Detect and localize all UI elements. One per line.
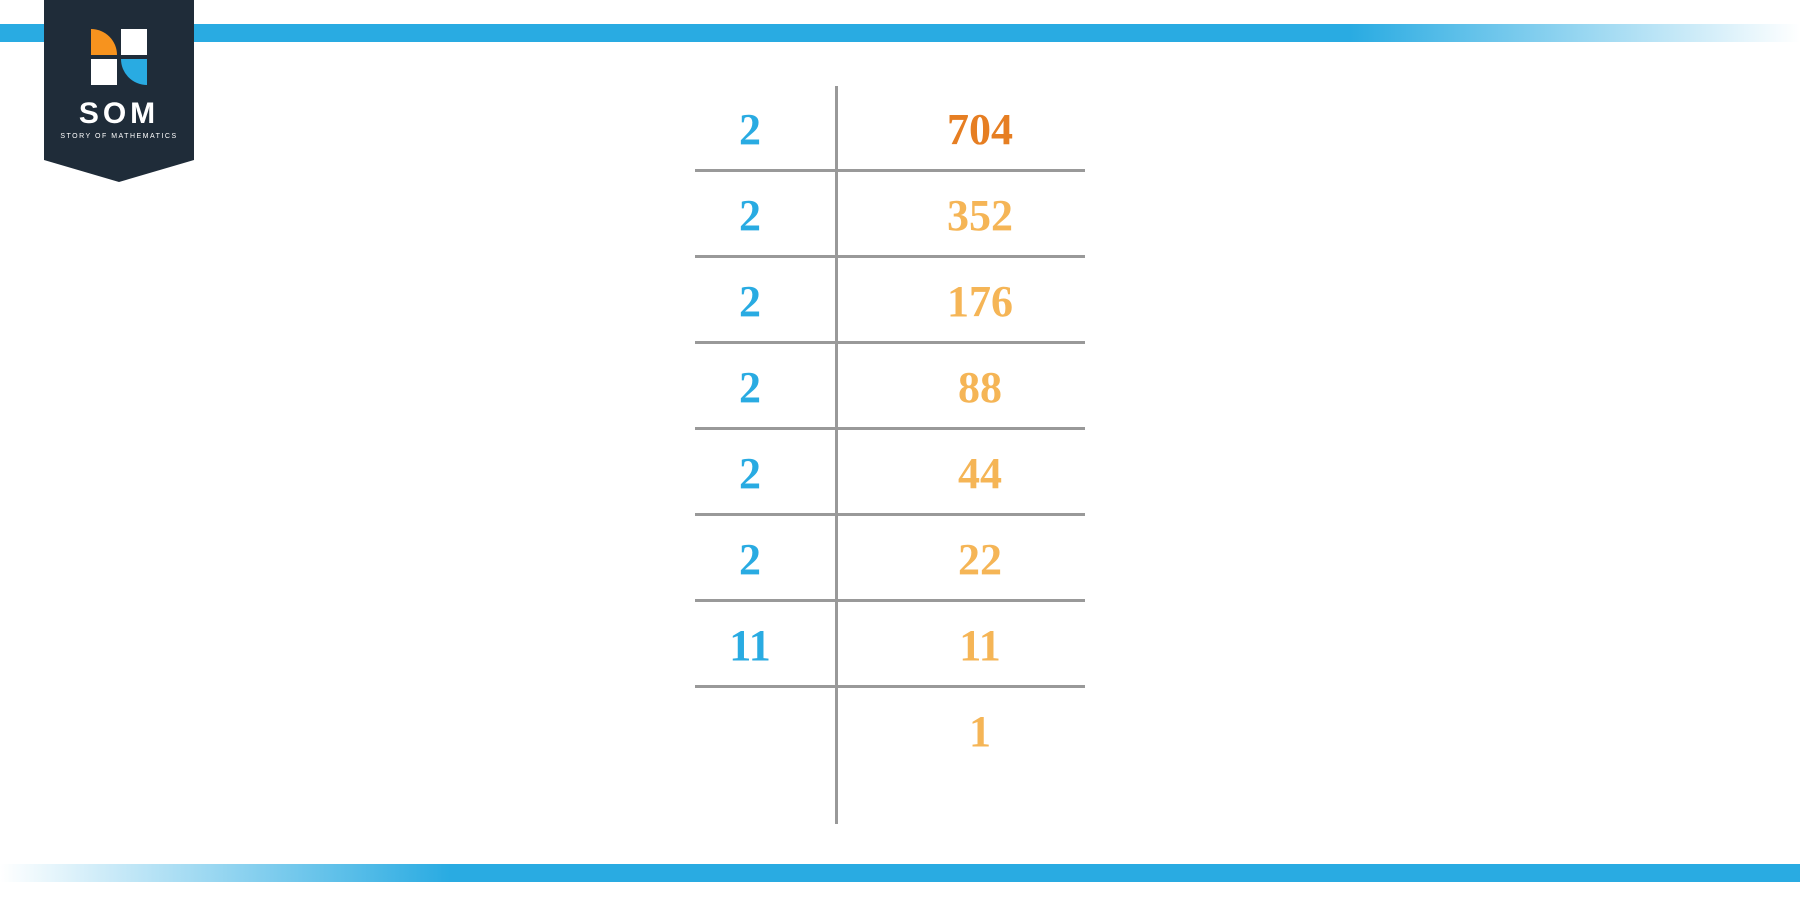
logo-badge: SOM STORY OF MATHEMATICS [44, 0, 194, 160]
logo-subtitle: STORY OF MATHEMATICS [60, 133, 177, 140]
logo-quadrant-4 [121, 59, 147, 85]
vertical-divider-extension [835, 774, 838, 824]
quotient-cell: 352 [835, 190, 1115, 241]
vertical-divider [835, 86, 838, 172]
vertical-divider [835, 602, 838, 688]
quotient-cell: 88 [835, 362, 1115, 413]
factor-row: 288 [685, 344, 1115, 430]
factor-row: 1111 [685, 602, 1115, 688]
logo-quadrant-2 [121, 29, 147, 55]
prime-factorization-table: 27042352217628824422211111 [685, 86, 1115, 824]
bottom-accent-bar [0, 864, 1800, 882]
factor-row: 2352 [685, 172, 1115, 258]
vertical-divider [835, 344, 838, 430]
divisor-cell: 2 [685, 104, 835, 155]
factor-row: 222 [685, 516, 1115, 602]
factor-row: 1 [685, 688, 1115, 774]
factor-row: 2704 [685, 86, 1115, 172]
vertical-divider [835, 430, 838, 516]
logo-icon [91, 29, 147, 85]
divisor-cell: 11 [685, 620, 835, 671]
factor-row: 244 [685, 430, 1115, 516]
factor-row: 2176 [685, 258, 1115, 344]
divisor-cell: 2 [685, 534, 835, 585]
divisor-cell: 2 [685, 448, 835, 499]
logo-quadrant-1 [91, 29, 117, 55]
vertical-divider [835, 258, 838, 344]
vertical-divider [835, 516, 838, 602]
quotient-cell: 1 [835, 706, 1115, 757]
logo-quadrant-3 [91, 59, 117, 85]
vertical-divider [835, 172, 838, 258]
logo-title: SOM [79, 97, 159, 131]
quotient-cell: 22 [835, 534, 1115, 585]
divisor-cell: 2 [685, 190, 835, 241]
divisor-cell: 2 [685, 276, 835, 327]
vertical-divider [835, 688, 838, 774]
quotient-cell: 11 [835, 620, 1115, 671]
quotient-cell: 44 [835, 448, 1115, 499]
top-accent-bar [0, 24, 1800, 42]
divisor-cell: 2 [685, 362, 835, 413]
quotient-cell: 704 [835, 104, 1115, 155]
quotient-cell: 176 [835, 276, 1115, 327]
